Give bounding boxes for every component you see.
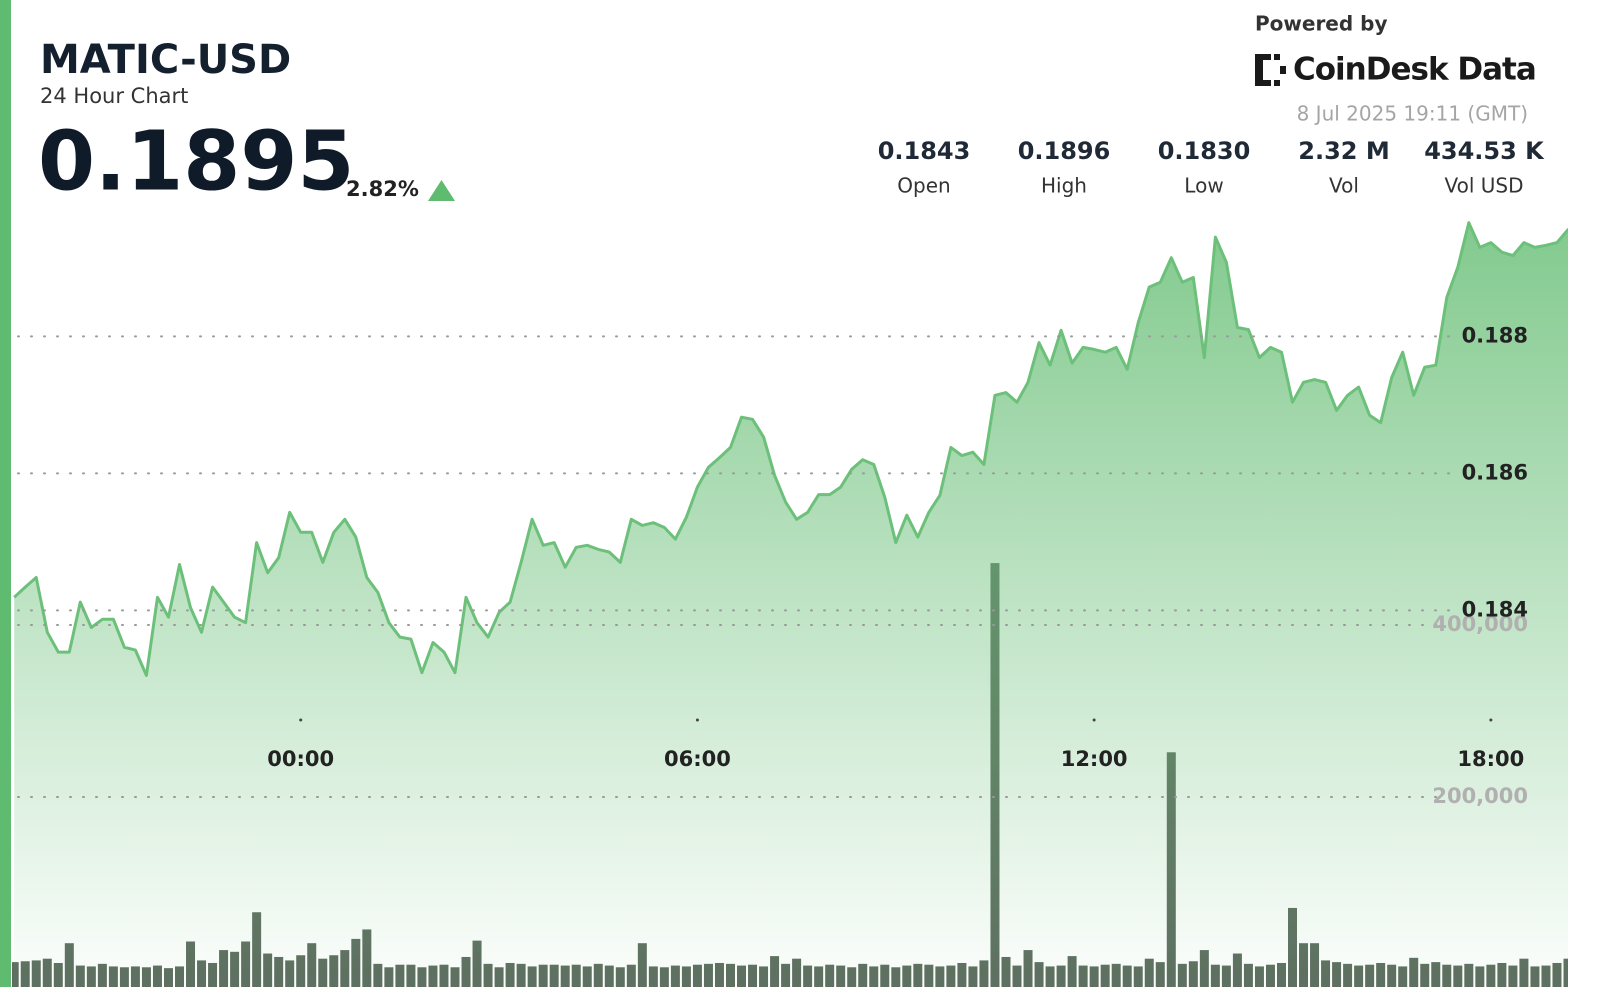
stat-value: 434.53 K (1424, 137, 1545, 165)
powered-by: Powered by (1255, 12, 1388, 36)
subtitle: 24 Hour Chart (40, 84, 188, 108)
plot-area (12, 221, 1584, 987)
stat-label: High (1041, 174, 1087, 198)
price: 0.1895 (38, 114, 354, 209)
x-tick-label: 18:00 (1457, 747, 1524, 771)
x-tick-label: 06:00 (664, 747, 731, 771)
stat-label: Vol USD (1444, 174, 1523, 198)
timestamp: 8 Jul 2025 19:11 (GMT) (1297, 102, 1528, 126)
volume-bar (1575, 964, 1584, 987)
stat-label: Vol (1329, 174, 1359, 198)
logo-icon (1255, 54, 1286, 86)
y-tick-label: 0.188 (1462, 323, 1528, 347)
volume-tick-label: 400,000 (1432, 612, 1528, 636)
title: MATIC-USD (40, 37, 291, 83)
x-tick-mark (299, 718, 303, 722)
x-tick-label: 00:00 (267, 747, 334, 771)
x-tick-mark (1092, 718, 1096, 722)
x-tick-mark (1489, 718, 1493, 722)
stat-value: 2.32 M (1298, 137, 1389, 165)
stats: 0.1843 Open 0.1896 High 0.1830 Low 2.32 M Vol 43… (878, 137, 1545, 198)
y-tick-label: 0.184 (1462, 597, 1528, 621)
price-line (13, 221, 1568, 677)
x-tick-mark (695, 718, 699, 722)
x-tick-label: 12:00 (1061, 747, 1128, 771)
up-arrow (428, 180, 455, 201)
stat-label: Open (897, 174, 950, 198)
stat-label: Low (1184, 174, 1223, 198)
stat-value: 0.1843 (878, 137, 971, 165)
accent-bar (0, 0, 11, 987)
stat-value: 0.1896 (1018, 137, 1111, 165)
volume-tick-label: 200,000 (1432, 784, 1528, 808)
y-tick-label: 0.186 (1462, 460, 1528, 484)
change: 2.82% (346, 177, 419, 201)
brand: CoinDesk Data (1293, 52, 1536, 88)
stat-value: 0.1830 (1158, 137, 1251, 165)
price-area (14, 222, 1568, 987)
